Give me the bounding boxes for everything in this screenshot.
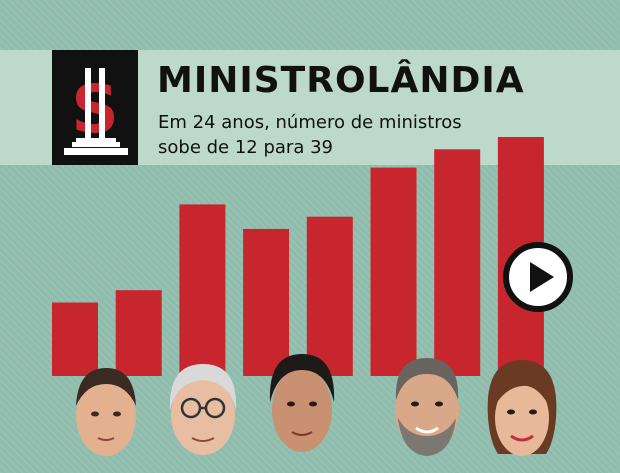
chart-subtitle: Em 24 anos, número de ministros sobe de … (158, 112, 462, 158)
bar-2 (115, 290, 162, 376)
portrait-face-3 (269, 354, 335, 452)
chart-title: MINISTROLÂNDIA (157, 60, 525, 101)
portrait-face-4 (395, 358, 459, 456)
play-button[interactable] (503, 242, 573, 312)
bar-7 (434, 149, 481, 376)
svg-text:S: S (71, 71, 119, 148)
portrait-face-2 (169, 364, 237, 455)
bar-6 (370, 167, 417, 376)
bar-4 (243, 228, 290, 376)
play-icon (530, 262, 554, 292)
portrait-face-5 (487, 360, 557, 456)
bar-3 (179, 204, 226, 376)
portrait-face-1 (76, 368, 136, 456)
bar-1 (52, 302, 98, 376)
bar-5 (306, 216, 353, 376)
dollar-building-icon: S (52, 50, 138, 165)
